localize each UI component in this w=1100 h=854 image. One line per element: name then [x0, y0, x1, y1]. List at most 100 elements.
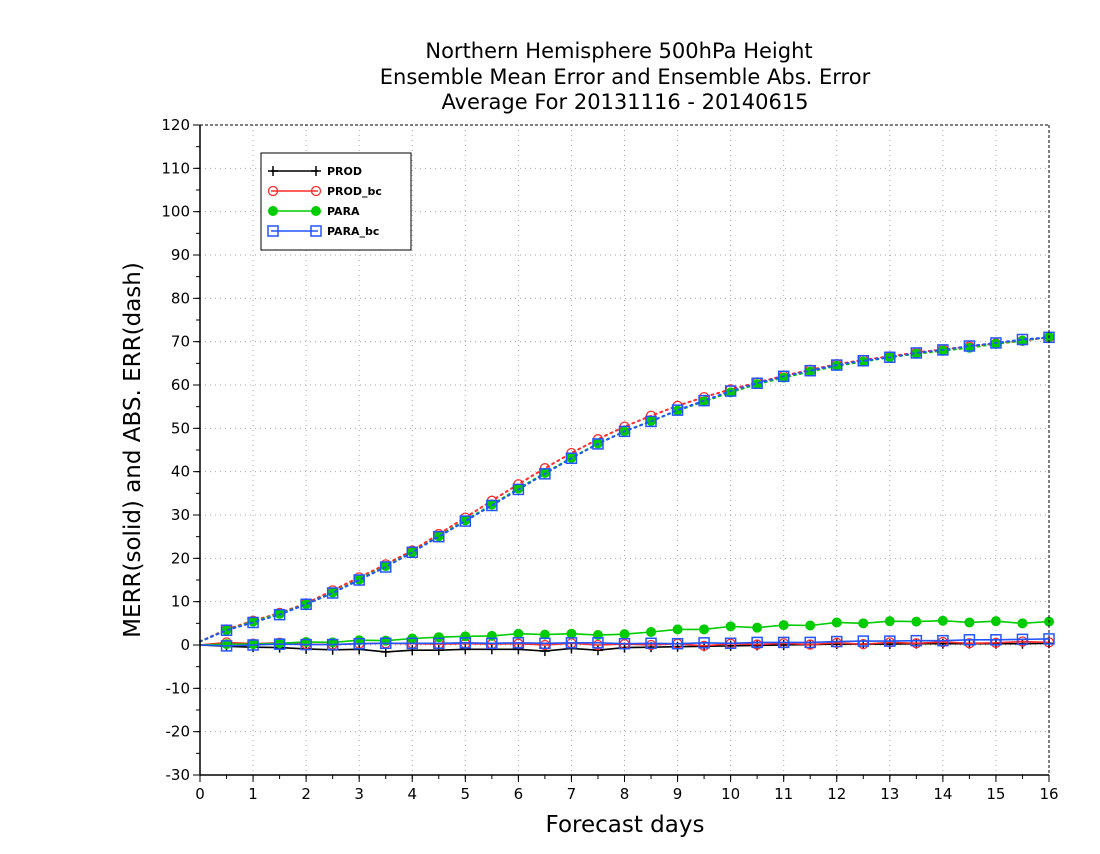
data-point: [963, 340, 976, 352]
data-point: [300, 638, 312, 651]
data-point: [672, 624, 683, 635]
x-axis-title: Forecast days: [546, 812, 705, 838]
data-point: [990, 616, 1001, 627]
data-point: [1016, 333, 1029, 346]
x-tick-label: 7: [567, 785, 577, 803]
data-point: [379, 561, 392, 573]
y-tick-label: -10: [166, 679, 191, 697]
data-point: [619, 629, 630, 640]
x-tick-label: 4: [407, 785, 417, 803]
legend-entry: PARA: [268, 205, 360, 218]
data-point: [990, 634, 1002, 646]
data-point: [273, 638, 286, 650]
data-point: [273, 608, 286, 621]
data-point: [884, 351, 896, 364]
legend-marker-left: [267, 185, 279, 197]
data-point: [301, 599, 312, 610]
legend-marker-right: [310, 185, 322, 197]
y-tick-label: 90: [171, 246, 190, 264]
data-point: [724, 637, 737, 650]
x-tick-label: 14: [933, 785, 952, 803]
x-tick-label: 10: [721, 785, 740, 803]
data-point: [220, 624, 233, 637]
data-point: [1016, 633, 1029, 646]
y-tick-label: 100: [161, 203, 190, 221]
x-tick-label: 12: [827, 785, 846, 803]
y-tick-label: 80: [171, 289, 190, 307]
series-line: [199, 638, 1050, 647]
series-para-bc-merr: [199, 633, 1055, 652]
legend-marker-right: [311, 206, 321, 216]
data-point: [618, 637, 631, 650]
data-point: [433, 530, 445, 543]
legend-box: [260, 152, 412, 251]
legend-marker-left: [268, 166, 278, 176]
data-point: [274, 638, 285, 649]
legend-label: PROD_bc: [327, 185, 382, 198]
legend-entry: PROD: [268, 165, 362, 178]
x-tick-label: 15: [986, 785, 1005, 803]
data-point: [433, 637, 445, 650]
data-point: [911, 616, 922, 627]
x-tick-label: 1: [248, 785, 258, 803]
data-point: [963, 634, 976, 646]
data-point: [698, 637, 710, 649]
data-point: [857, 354, 870, 367]
data-point: [406, 546, 418, 559]
data-point: [220, 640, 233, 652]
data-point: [751, 636, 763, 649]
y-axis-title: MERR(solid) and ABS. ERR(dash): [120, 262, 146, 638]
data-point: [698, 394, 710, 407]
data-point: [592, 438, 604, 450]
data-point: [565, 452, 578, 464]
data-point: [247, 616, 259, 629]
legend-marker-right: [310, 225, 322, 237]
data-point: [459, 637, 472, 649]
data-point: [937, 634, 949, 647]
y-tick-label: 30: [171, 506, 190, 524]
legend-entry: PROD_bc: [267, 185, 382, 198]
data-point: [486, 644, 497, 655]
data-point: [566, 628, 577, 639]
series-line: [199, 336, 1050, 643]
data-point: [407, 645, 418, 656]
data-point: [1017, 618, 1028, 629]
data-point: [326, 638, 339, 651]
data-point: [645, 637, 657, 650]
legend-marker-right: [311, 166, 321, 176]
data-point: [884, 635, 896, 647]
data-point: [513, 644, 524, 655]
grid-lines: [200, 125, 1049, 775]
chart-title: Northern Hemisphere 500hPa Height Ensemb…: [380, 39, 871, 114]
data-point: [910, 634, 923, 647]
legend: PROD PROD_bc PARA PARA_bc: [260, 152, 412, 251]
data-point: [433, 645, 444, 656]
data-point: [777, 636, 790, 649]
y-tick-label: 110: [161, 159, 190, 177]
data-point: [1043, 633, 1055, 645]
data-point: [725, 621, 736, 632]
legend-marker-left: [268, 206, 278, 216]
x-tick-label: 11: [774, 785, 793, 803]
title-line-1: Northern Hemisphere 500hPa Height: [425, 39, 812, 63]
x-tick-label: 9: [673, 785, 683, 803]
data-point: [671, 404, 684, 416]
data-point: [460, 644, 471, 655]
data-point: [858, 618, 869, 629]
data-point: [512, 637, 525, 649]
data-point: [460, 631, 471, 642]
data-point: [804, 364, 816, 377]
data-point: [247, 639, 259, 651]
x-tick-label: 6: [514, 785, 524, 803]
y-tick-label: 0: [180, 636, 190, 654]
axes: 0 1 2 3 4 5 6 7 8 9 10 11 12 13 14 15 16-30-20-100102030…: [161, 116, 1058, 803]
data-point: [539, 629, 550, 640]
data-point: [459, 515, 472, 527]
legend-label: PARA_bc: [327, 225, 379, 238]
x-tick-label: 8: [620, 785, 630, 803]
y-tick-label: 10: [171, 593, 190, 611]
data-point: [831, 359, 843, 371]
data-point: [646, 627, 657, 637]
y-tick-label: 120: [161, 116, 190, 134]
